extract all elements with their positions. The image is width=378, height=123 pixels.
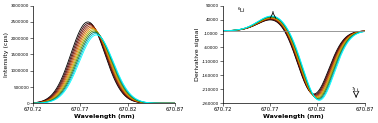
X-axis label: Wavelength (nm): Wavelength (nm) [74,114,134,119]
Y-axis label: Derivative signal: Derivative signal [195,28,200,81]
X-axis label: Wavelength (nm): Wavelength (nm) [263,114,324,119]
Y-axis label: Intensity (cps): Intensity (cps) [4,32,9,77]
Text: $^6$Li: $^6$Li [237,6,246,15]
Text: $^7$Li: $^7$Li [352,86,360,95]
